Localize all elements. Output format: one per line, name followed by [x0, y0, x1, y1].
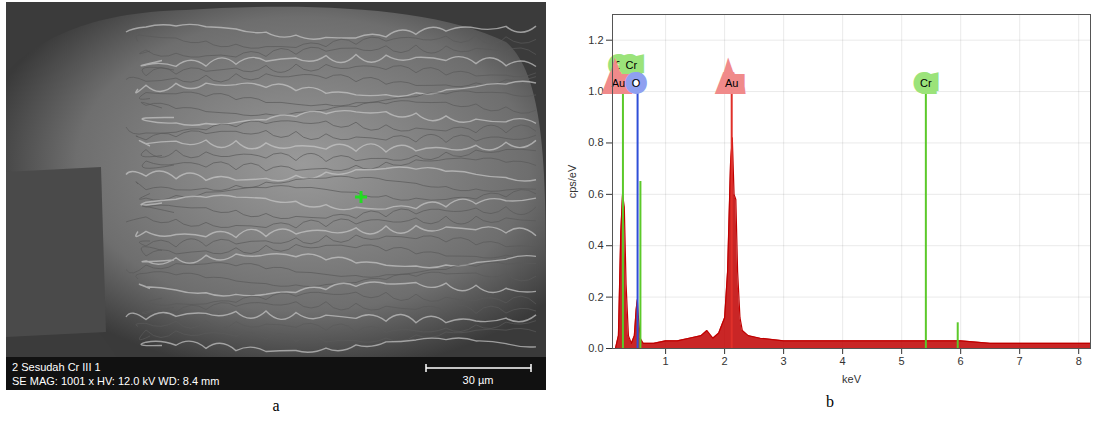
svg-text:0.6: 0.6: [588, 188, 603, 200]
svg-text:cps/eV: cps/eV: [566, 164, 578, 198]
svg-text:1: 1: [663, 355, 669, 367]
svg-text:O: O: [632, 77, 641, 89]
svg-text:0.0: 0.0: [588, 342, 603, 354]
svg-text:2 Sesudah Cr III 1: 2 Sesudah Cr III 1: [12, 361, 101, 373]
svg-text:4: 4: [840, 355, 846, 367]
svg-text:0.2: 0.2: [588, 291, 603, 303]
svg-text:1.0: 1.0: [588, 85, 603, 97]
svg-text:0.4: 0.4: [588, 239, 603, 251]
svg-text:7: 7: [1017, 355, 1023, 367]
html-text:a: a: [272, 397, 280, 414]
html-text:b: b: [826, 393, 834, 410]
svg-text:1.2: 1.2: [588, 34, 603, 46]
svg-text:3: 3: [781, 355, 787, 367]
svg-text:5: 5: [899, 355, 905, 367]
svg-text:Cr: Cr: [626, 59, 638, 71]
svg-text:2: 2: [722, 355, 728, 367]
svg-text:C: C: [614, 59, 622, 71]
svg-text:Au: Au: [612, 77, 625, 89]
svg-text:keV: keV: [842, 373, 862, 385]
svg-text:SE MAG: 1001 x HV: 12.0 kV: SE MAG: 1001 x HV: 12.0 kV WD: 8.4 mm: [12, 375, 219, 387]
svg-text:30 µm: 30 µm: [463, 374, 494, 386]
svg-text:Cr: Cr: [920, 77, 932, 89]
svg-text:6: 6: [958, 355, 964, 367]
svg-text:Au: Au: [725, 77, 738, 89]
svg-text:8: 8: [1076, 355, 1082, 367]
svg-text:0.8: 0.8: [588, 136, 603, 148]
